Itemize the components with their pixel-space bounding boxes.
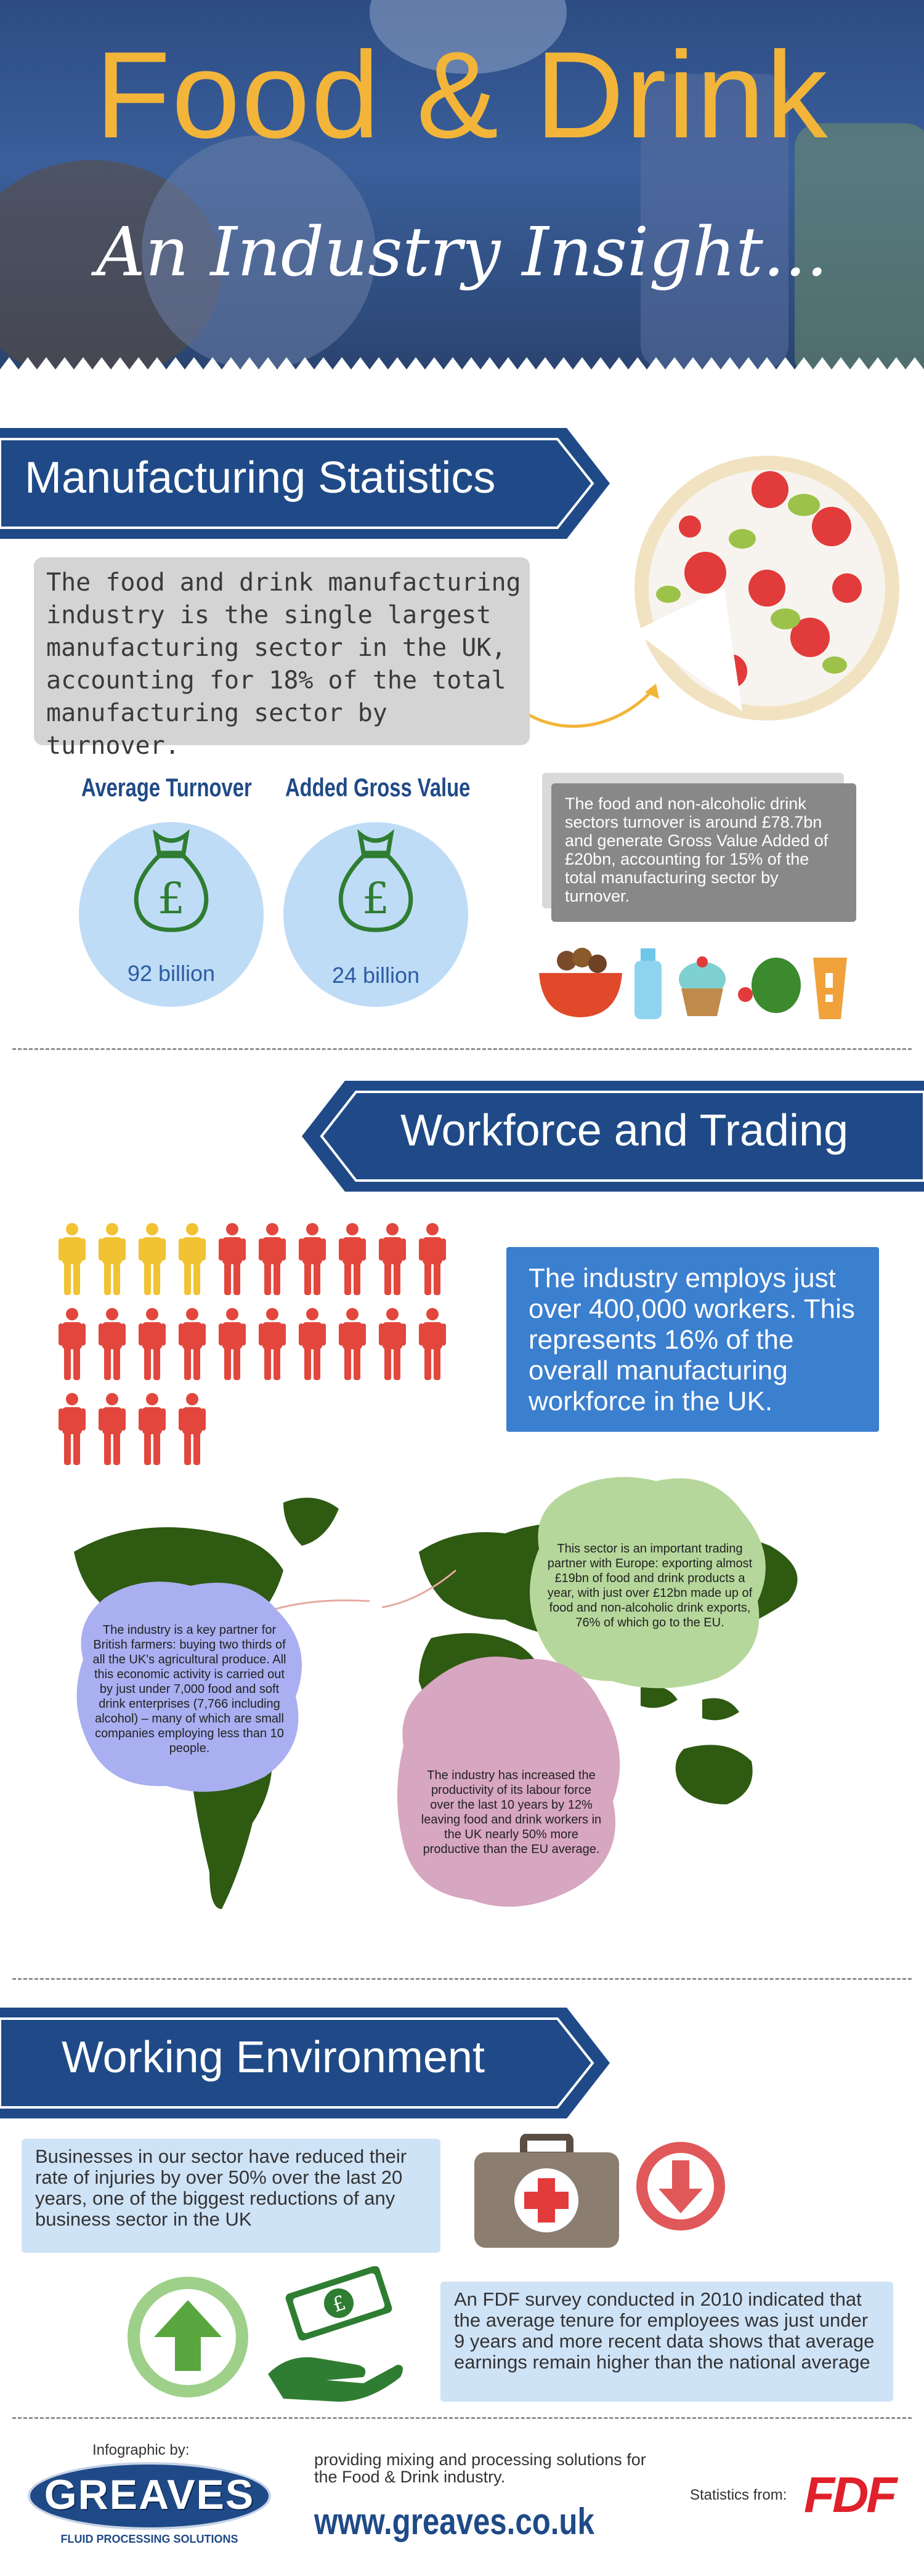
section-heading-environment: Working Environment xyxy=(62,2033,485,2082)
page-title: Food & Drink xyxy=(95,26,829,164)
greaves-logo-text: GREAVES xyxy=(44,2471,255,2518)
footer-tagline: providing mixing and processing solution… xyxy=(314,2450,646,2486)
first-aid-kit-icon xyxy=(474,2134,619,2248)
bottle-image xyxy=(641,74,788,369)
ribbon-manufacturing xyxy=(0,428,610,539)
person-icon xyxy=(379,1223,406,1295)
arrow-curve-icon xyxy=(510,684,659,728)
australia-shape xyxy=(675,1745,753,1804)
cupcake-icon xyxy=(679,956,726,1016)
stat-title-gross-value: Added Gross Value xyxy=(285,773,471,802)
detail-box: The food and non-alcoholic drink sectors… xyxy=(551,783,856,922)
person-icon xyxy=(139,1308,166,1380)
person-icon xyxy=(99,1393,126,1465)
ribbon-workforce xyxy=(302,1081,924,1192)
stat-value-gross-value: 24 billion xyxy=(331,963,420,988)
person-icon xyxy=(179,1393,206,1465)
pizza-icon xyxy=(634,456,899,721)
section-divider xyxy=(12,2417,912,2419)
juice-icon xyxy=(813,958,847,1019)
hero-banner: Food & Drink An Industry Insight... xyxy=(0,0,924,369)
person-icon xyxy=(59,1393,86,1465)
stat-value-turnover: 92 billion xyxy=(127,961,216,986)
page-subtitle: An Industry Insight... xyxy=(96,212,828,291)
infographic-by-label: Infographic by: xyxy=(92,2442,190,2458)
survey-box: An FDF survey conducted in 2010 indicate… xyxy=(440,2282,893,2402)
money-hand-icon: £ xyxy=(268,2266,403,2402)
food-icons-row xyxy=(539,948,847,1019)
stats-from-label: Statistics from: xyxy=(690,2487,787,2503)
svg-text:£: £ xyxy=(362,873,390,924)
person-icon xyxy=(259,1223,286,1295)
person-icon xyxy=(219,1223,246,1295)
svg-text:£: £ xyxy=(158,873,185,924)
bubble-europe-shape xyxy=(530,1477,766,1689)
person-icon xyxy=(59,1308,86,1380)
vegetable-icon xyxy=(738,958,801,1013)
bubble-productivity: The industry has increased the productiv… xyxy=(421,1768,602,1856)
person-icon xyxy=(419,1223,446,1295)
person-icon xyxy=(379,1308,406,1380)
bowl-icon xyxy=(539,948,622,1017)
money-bag-icon: £ xyxy=(338,829,413,932)
person-icon xyxy=(339,1223,366,1295)
person-icon xyxy=(299,1308,326,1380)
section-heading-manufacturing: Manufacturing Statistics xyxy=(25,453,496,503)
injuries-box: Businesses in our sector have reduced th… xyxy=(22,2139,440,2253)
person-icon xyxy=(179,1223,206,1295)
zigzag-divider xyxy=(0,357,924,382)
person-icon xyxy=(179,1308,206,1380)
section-divider xyxy=(12,1978,912,1980)
greaves-logo[interactable] xyxy=(28,2462,271,2530)
greaves-logo-tagline: FLUID PROCESSING SOLUTIONS xyxy=(60,2533,238,2545)
ribbon-environment xyxy=(0,2008,610,2118)
intro-box xyxy=(34,557,530,745)
fdf-logo[interactable]: FDF xyxy=(804,2467,897,2523)
person-icon xyxy=(419,1308,446,1380)
person-icon xyxy=(59,1223,86,1295)
person-icon xyxy=(99,1223,126,1295)
icecream-image xyxy=(142,135,376,369)
arrow-up-icon xyxy=(128,2277,248,2397)
money-bag-icon: £ xyxy=(134,829,209,932)
arrow-down-icon xyxy=(636,2142,725,2231)
stat-title-turnover: Average Turnover xyxy=(81,773,252,802)
employees-box: The industry employs just over 400,000 w… xyxy=(506,1247,879,1432)
person-icon xyxy=(299,1223,326,1295)
website-link[interactable]: www.greaves.co.uk xyxy=(314,2501,594,2542)
intro-text: The food and drink manufacturing industr… xyxy=(46,568,521,760)
section-heading-workforce: Workforce and Trading xyxy=(400,1106,849,1155)
bubble-productivity-shape xyxy=(397,1657,620,1907)
workforce-pictogram xyxy=(59,1222,465,1469)
bottle-image xyxy=(795,123,924,369)
bubble-farmers-shape xyxy=(76,1581,302,1792)
bubble-farmers: The industry is a key partner for Britis… xyxy=(92,1623,286,1755)
person-icon xyxy=(99,1308,126,1380)
person-icon xyxy=(139,1223,166,1295)
person-icon xyxy=(139,1393,166,1465)
greenland-shape xyxy=(283,1498,339,1546)
bubble-europe: This sector is an important trading part… xyxy=(547,1542,753,1629)
person-icon xyxy=(219,1308,246,1380)
person-icon xyxy=(339,1308,366,1380)
section-divider xyxy=(12,1048,912,1050)
bottle-icon xyxy=(634,948,662,1019)
person-icon xyxy=(259,1308,286,1380)
